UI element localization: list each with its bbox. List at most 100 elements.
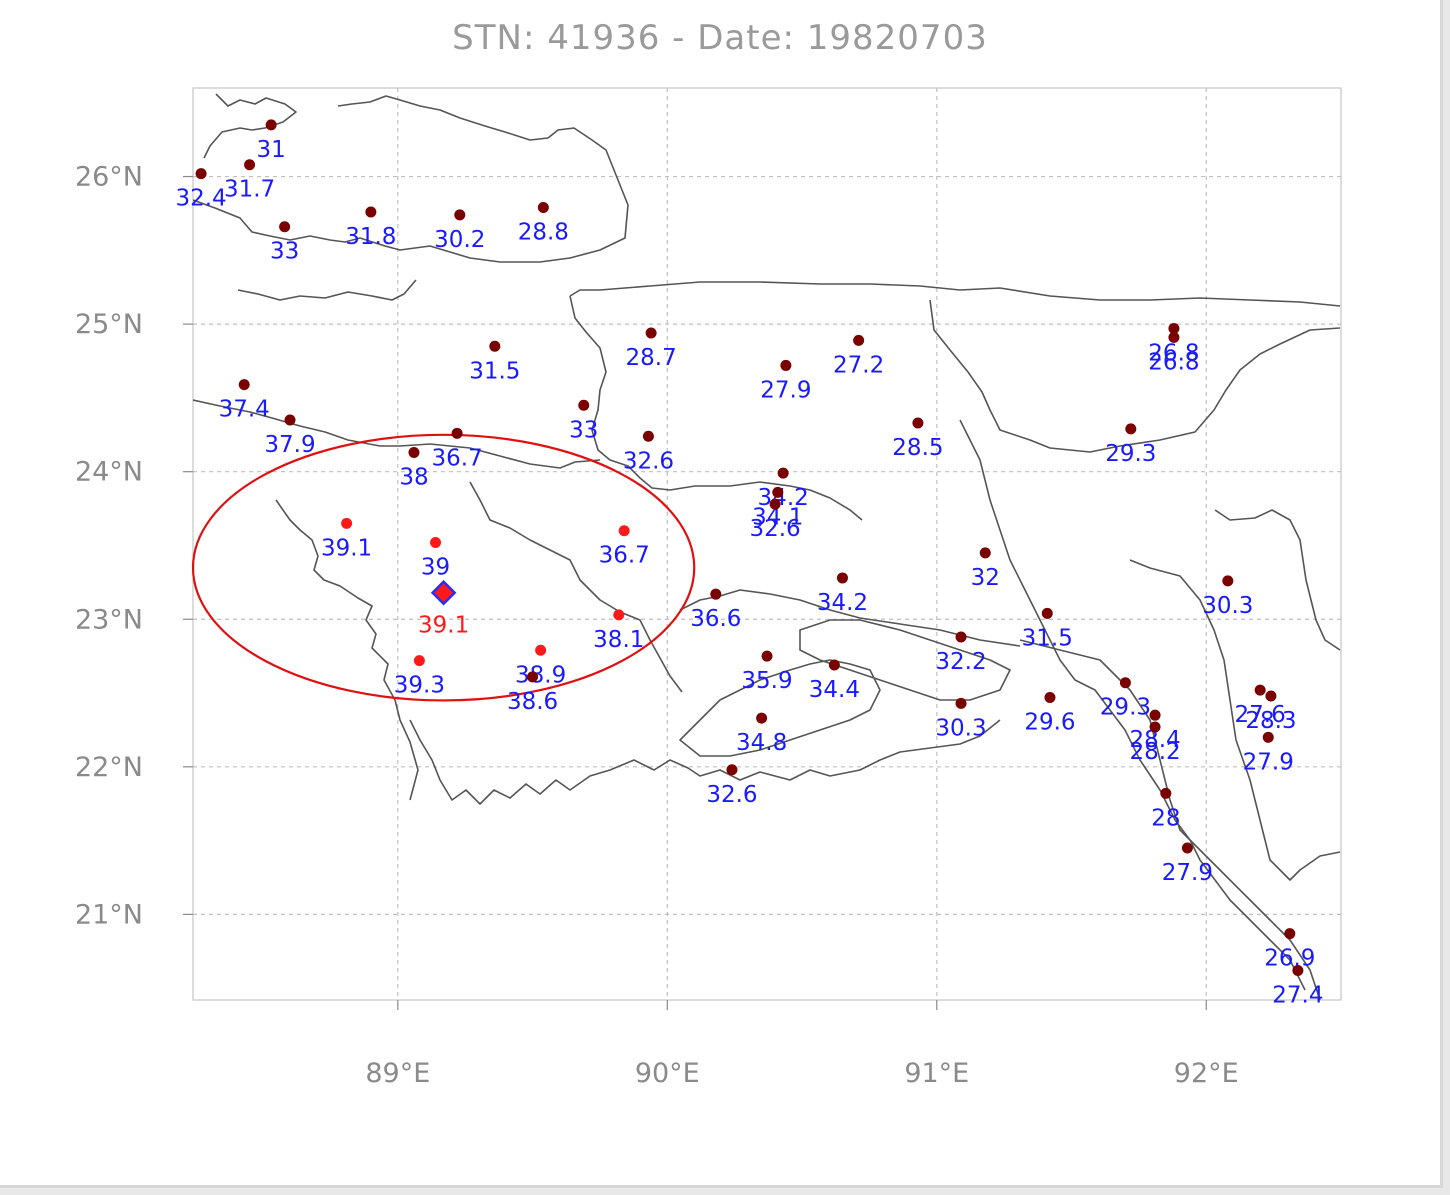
border-bangladesh-inner xyxy=(469,481,683,693)
station-value-label: 32.6 xyxy=(623,448,674,474)
station-value-label: 34.2 xyxy=(817,590,868,616)
border-north xyxy=(193,95,629,263)
station-dot xyxy=(756,712,768,724)
station-value-label: 38.1 xyxy=(593,627,644,653)
station-value-label: 36.6 xyxy=(690,606,741,632)
station: 39 xyxy=(421,537,450,581)
station-value-label: 28.2 xyxy=(1129,739,1180,765)
station-value-label: 30.3 xyxy=(1202,593,1253,619)
station: 31.7 xyxy=(224,159,275,203)
station: 29.3 xyxy=(1105,423,1156,467)
axis-ticks: 26°N 25°N 24°N 23°N 22°N 21°N 89°E 90°E 91°E 92°E xyxy=(75,162,1239,1089)
station-value-label: 28.5 xyxy=(892,435,943,461)
station-dot xyxy=(1160,787,1172,799)
station-dot xyxy=(645,327,657,339)
station: 28.8 xyxy=(518,202,569,246)
station-value-label: 38 xyxy=(399,465,428,491)
station-value-label: 30.3 xyxy=(935,715,986,741)
station-dot xyxy=(613,609,625,621)
station: 28.3 xyxy=(1245,690,1297,734)
station: 26.8 xyxy=(1148,331,1200,375)
station-dot xyxy=(1125,423,1137,435)
station-dot xyxy=(726,764,738,776)
station-value-label: 28.3 xyxy=(1245,708,1296,734)
border-east xyxy=(1214,509,1341,651)
station-value-label: 34.8 xyxy=(736,730,787,756)
lat-tick-label: 24°N xyxy=(75,457,143,488)
station-dot xyxy=(1292,964,1304,976)
station-dot xyxy=(195,168,207,180)
search-radius-circle xyxy=(191,433,696,702)
station-value-label: 34.2 xyxy=(758,485,809,511)
station-dot xyxy=(761,650,773,662)
station: 34.2 xyxy=(758,467,809,511)
station: 39.3 xyxy=(394,655,445,699)
station-dot xyxy=(1265,690,1277,702)
station-dot xyxy=(955,697,967,709)
station: 32 xyxy=(971,547,1000,591)
station: 34.2 xyxy=(817,572,868,616)
station-value-label: 28.7 xyxy=(626,345,677,371)
coast-chittagong xyxy=(1019,639,1321,1000)
station: 33 xyxy=(569,399,598,443)
border-central-west xyxy=(569,281,1341,307)
lon-tick-label: 91°E xyxy=(904,1058,969,1089)
station-value-label: 31 xyxy=(257,137,286,163)
coastline-and-borders xyxy=(193,93,1341,1000)
station-value-label: 38.9 xyxy=(515,662,566,688)
station-dot xyxy=(408,447,420,459)
graticule xyxy=(193,88,1341,1000)
station-value-label: 28.8 xyxy=(518,220,569,246)
station-dot xyxy=(828,659,840,671)
station-dot xyxy=(451,427,463,439)
station-value-label: 31.7 xyxy=(224,177,275,203)
station-value-label: 33 xyxy=(270,239,299,265)
station: 35.9 xyxy=(741,650,793,694)
station: 28 xyxy=(1151,787,1180,831)
station: 31 xyxy=(257,119,286,163)
station: 38 xyxy=(399,447,429,491)
station: 37.4 xyxy=(219,379,270,423)
station-dot xyxy=(618,525,630,537)
station-dot xyxy=(535,644,547,656)
station: 39.1 xyxy=(321,517,372,561)
station: 28.5 xyxy=(892,417,944,461)
station-dot xyxy=(955,631,967,643)
station-dot xyxy=(489,340,501,352)
station: 33 xyxy=(270,221,299,265)
station: 27.4 xyxy=(1272,964,1323,1008)
station-dot xyxy=(454,209,466,221)
station: 32.2 xyxy=(935,631,987,675)
station-dot xyxy=(1149,709,1161,721)
station-value-label: 32.4 xyxy=(175,186,226,212)
station-value-label: 30.2 xyxy=(434,227,485,253)
border-myanmar xyxy=(1129,559,1341,881)
station-dot xyxy=(836,572,848,584)
target-station-value-label: 39.1 xyxy=(418,613,469,639)
station: 31.8 xyxy=(345,206,396,250)
station-value-label: 39.1 xyxy=(321,535,372,561)
station-dot xyxy=(527,671,539,683)
station-dot xyxy=(1119,677,1131,689)
station: 30.3 xyxy=(1202,575,1253,619)
station-value-label: 29.6 xyxy=(1024,709,1075,735)
station-dot xyxy=(1254,684,1266,696)
station: 34.1 xyxy=(752,486,803,530)
station-value-label: 34.4 xyxy=(809,677,860,703)
station: 34.4 xyxy=(809,659,860,703)
station-dot xyxy=(1222,575,1234,587)
lat-tick-label: 22°N xyxy=(75,752,143,783)
station-dot xyxy=(912,417,924,429)
station: 38.6 xyxy=(507,671,558,715)
target-station-marker xyxy=(430,579,457,606)
station-value-label: 29.3 xyxy=(1105,441,1156,467)
station-value-label: 35.9 xyxy=(741,668,792,694)
figure-title: STN: 41936 - Date: 19820703 xyxy=(452,18,988,58)
station-value-label: 32.2 xyxy=(935,649,986,675)
station: 26.8 xyxy=(1148,323,1200,367)
station-value-label: 31.8 xyxy=(345,224,396,250)
border-north-2 xyxy=(203,93,297,159)
station-dot xyxy=(772,486,784,498)
